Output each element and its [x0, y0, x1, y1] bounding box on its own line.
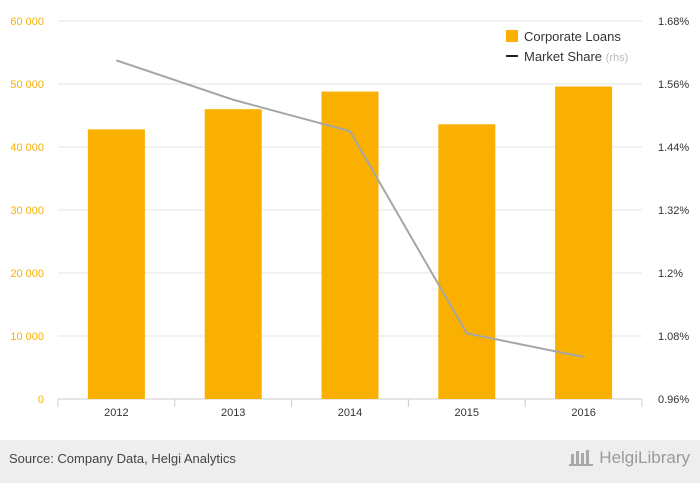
brand-name: HelgiLibrary — [599, 448, 690, 467]
y-right-tick-label: 1.08% — [658, 331, 689, 343]
y-left-tick-label: 60 000 — [10, 16, 44, 28]
x-tick-label: 2013 — [221, 407, 245, 419]
bar-corporate-loans — [555, 86, 613, 400]
bar-corporate-loans — [87, 129, 145, 400]
bar-corporate-loans — [438, 124, 496, 399]
y-left-tick-label: 40 000 — [10, 142, 44, 154]
y-left-tick-label: 10 000 — [10, 331, 44, 343]
y-right-tick-label: 1.56% — [658, 79, 689, 91]
x-tick-label: 2016 — [571, 407, 595, 419]
x-tick-label: 2015 — [455, 407, 479, 419]
line-market-share — [116, 59, 584, 358]
footer: Source: Company Data, Helgi Analytics He… — [0, 440, 700, 483]
y-right-tick-label: 0.96% — [658, 394, 689, 406]
chart-svg: 0 10 000 20 000 30 000 40 000 50 000 60 000 0.9… — [10, 16, 689, 419]
y-right-tick-label: 1.68% — [658, 16, 689, 28]
legend-label-corporate-loans: Corporate Loans — [524, 29, 621, 44]
legend-swatch-corporate-loans — [506, 30, 518, 42]
y-right-tick-label: 1.32% — [658, 205, 689, 217]
y-left-tick-label: 30 000 — [10, 205, 44, 217]
x-tick-label: 2014 — [338, 407, 362, 419]
bar-corporate-loans — [321, 91, 379, 399]
y-left-tick-label: 50 000 — [10, 79, 44, 91]
legend-label-market-share: Market Share (rhs) — [524, 49, 628, 64]
y-left-tick-label: 20 000 — [10, 268, 44, 280]
y-right-tick-label: 1.2% — [658, 268, 683, 280]
library-icon — [569, 450, 594, 466]
brand-logo[interactable]: HelgiLibrary — [569, 448, 690, 468]
source-note: Source: Company Data, Helgi Analytics — [9, 451, 236, 466]
y-left-tick-label: 0 — [38, 394, 44, 406]
bar-corporate-loans — [204, 109, 262, 399]
y-right-tick-label: 1.44% — [658, 142, 689, 154]
x-tick-label: 2012 — [104, 407, 128, 419]
